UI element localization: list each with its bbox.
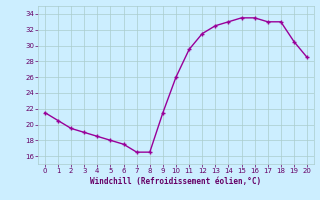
X-axis label: Windchill (Refroidissement éolien,°C): Windchill (Refroidissement éolien,°C) xyxy=(91,177,261,186)
